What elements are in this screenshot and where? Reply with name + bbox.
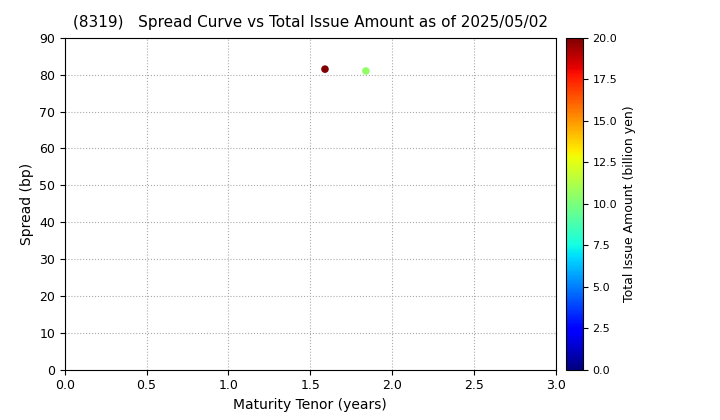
Point [360, 68, 372, 74]
Point [319, 66, 330, 73]
Y-axis label: Total Issue Amount (billion yen): Total Issue Amount (billion yen) [623, 105, 636, 302]
Title: (8319)   Spread Curve vs Total Issue Amount as of 2025/05/02: (8319) Spread Curve vs Total Issue Amoun… [73, 15, 548, 30]
X-axis label: Maturity Tenor (years): Maturity Tenor (years) [233, 398, 387, 412]
Y-axis label: Spread (bp): Spread (bp) [19, 163, 34, 245]
